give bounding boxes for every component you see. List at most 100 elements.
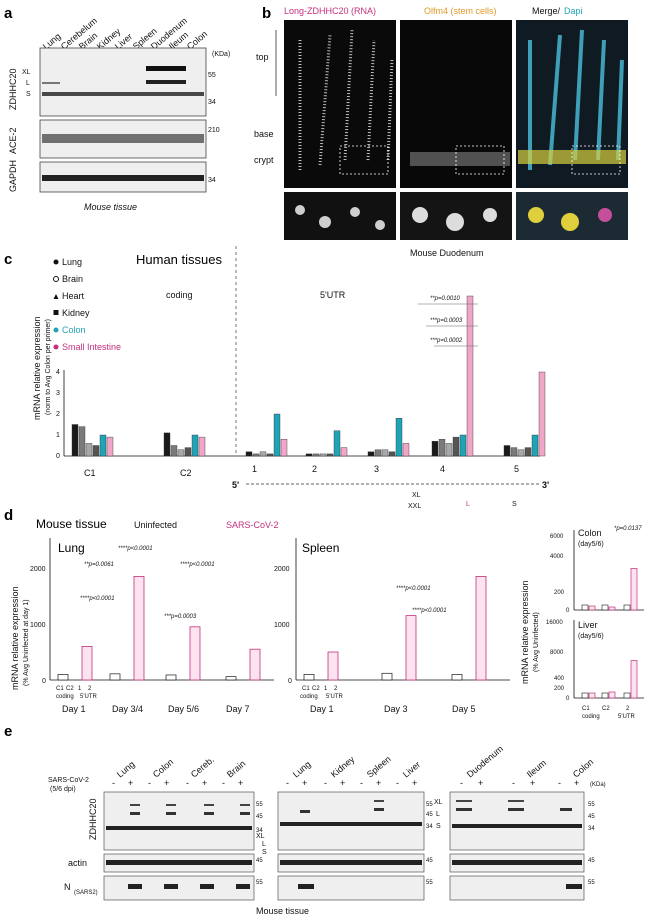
gapdh-band: [42, 175, 204, 181]
bar-brain-1: [252, 453, 260, 457]
lung-x-2: 2: [88, 686, 92, 692]
panel-c-bars: [71, 295, 546, 457]
bar-heart-3: [381, 449, 389, 457]
e1-minus-1: -: [112, 778, 115, 788]
d-ytick-1000: 1000: [30, 622, 46, 629]
c-group-2: 2: [312, 464, 317, 474]
c-group-5: 5: [514, 464, 519, 474]
blot3-n-band: [566, 884, 582, 889]
blot3-mw-34: 34: [588, 826, 595, 832]
region-5utr: 5'UTR: [320, 290, 346, 300]
right-ylabel-1: mRNA relative expression: [520, 580, 530, 684]
c-ytick-0: 0: [56, 453, 60, 460]
liver-tick-8000: 8000: [550, 650, 564, 656]
bar-colon-5: [531, 434, 539, 457]
bar-brain-3: [374, 449, 382, 457]
liver-label: Liver: [578, 620, 598, 630]
e2-plus-1: +: [302, 778, 307, 788]
bar-small-intestine-c2: [198, 436, 206, 457]
e1-plus-2: +: [164, 778, 169, 788]
spleen-day-labels: Day 1 Day 3 Day 5: [310, 704, 476, 714]
inset-box-2: [455, 145, 505, 175]
bar-colon-c2: [191, 434, 199, 457]
blot3-actin-band: [452, 860, 582, 865]
blot2-bands: [280, 800, 422, 826]
blot2-iso-xl: XL: [434, 799, 443, 806]
blot2-signs: - + - + - + - +: [286, 778, 417, 788]
panel-e-xlabel: Mouse tissue: [256, 906, 309, 916]
right-x-2: 2: [626, 706, 630, 712]
e3-minus-3: -: [558, 778, 561, 788]
legend-marker-si: [53, 344, 59, 350]
c-ytick-3: 3: [56, 390, 60, 397]
spleen-p-1: ****p<0.0001: [396, 586, 431, 592]
spleen-x-c1: C1: [302, 686, 310, 692]
blot1-n: [103, 875, 255, 901]
colon-tick-4000: 4000: [550, 554, 564, 560]
panel-b-title-1: Long-ZDHHC20 (RNA): [284, 6, 376, 16]
s-ytick-2000: 2000: [274, 566, 290, 573]
panel-d-ylabel-1: mRNA relative expression: [10, 586, 20, 690]
bar-uninfected-lung-day-3-4: [109, 673, 121, 681]
panel-c-pvals: **p=0.0010 ***p=0.0003 ***p=0.0002: [418, 296, 478, 347]
lung-day-7: Day 7: [226, 704, 250, 714]
lung-x-coding: coding: [56, 694, 74, 700]
e2-lung: Lung: [291, 759, 313, 780]
e3-minus-1: -: [460, 778, 463, 788]
bar-lung-c1: [71, 424, 79, 457]
bar-kidney-c2: [184, 447, 192, 457]
e3-plus-1: +: [478, 778, 483, 788]
bar-lung-1: [245, 451, 253, 457]
c-group-3: 3: [374, 464, 379, 474]
bar-heart-c1: [85, 443, 93, 457]
blot3-mw-55: 55: [588, 802, 595, 808]
e2-plus-4: +: [412, 778, 417, 788]
lung-day-56: Day 5/6: [168, 704, 199, 714]
spleen-day-1: Day 1: [310, 704, 334, 714]
bar-infected-lung-day-5-6: [189, 626, 201, 681]
blot3-mw-n: 55: [588, 880, 595, 886]
lung-p-4: ****p<0.0001: [180, 562, 215, 568]
blot1-zdhhc20: [103, 791, 255, 851]
e1-minus-2: -: [148, 778, 151, 788]
s-ytick-1000: 1000: [274, 622, 290, 629]
region-base: base: [254, 129, 274, 139]
right-xcats: C1 C2 2 coding 5'UTR: [582, 706, 635, 720]
bar-uninfected-lung-day-5-6: [165, 674, 177, 681]
liver-tick-16000: 16000: [546, 620, 563, 626]
blot2-mw-34: 34: [426, 824, 433, 830]
spleen-p-2: ****p<0.0001: [412, 608, 447, 614]
iso-xl-c: XL: [412, 492, 421, 499]
bar-heart-1: [259, 451, 267, 457]
bar-uninfected-spleen-day-3: [381, 672, 393, 681]
e2-minus-2: -: [324, 778, 327, 788]
bar-brain-4: [438, 439, 446, 457]
mw-34-gapdh: 34: [208, 177, 216, 184]
right-ylabel-2: (% Avg Uninfected): [533, 612, 540, 672]
bar-kidney-c1: [92, 445, 100, 457]
blot2-iso-l: L: [436, 811, 440, 818]
bar-infected-c2-liver: [608, 691, 616, 699]
bar-brain-c1: [78, 426, 86, 457]
iso-s-a: S: [26, 91, 31, 98]
d-ytick-2000: 2000: [30, 566, 46, 573]
e1-minus-4: -: [222, 778, 225, 788]
protein-ace2: ACE-2: [8, 127, 18, 154]
legend-colon: Colon: [62, 325, 86, 335]
legend-small-intestine: Small Intestine: [62, 342, 121, 352]
e2-minus-3: -: [360, 778, 363, 788]
mw-34-a: 34: [208, 99, 216, 106]
legend-marker-kidney: [53, 310, 59, 315]
bar-kidney-4: [452, 436, 460, 457]
bar-infected-lung-day-1: [81, 646, 93, 681]
e2-plus-2: +: [340, 778, 345, 788]
bar-small-intestine-2: [340, 447, 348, 457]
iso-xxl-c: XXL: [408, 503, 421, 510]
spleen-x-utr: 5'UTR: [326, 694, 343, 700]
e3-ileum: Ileum: [525, 758, 548, 780]
lung-day-labels: Day 1 Day 3/4 Day 5/6 Day 7: [62, 704, 250, 714]
blot3-mw-45: 45: [588, 814, 595, 820]
panel-d-title: Mouse tissue: [36, 517, 107, 531]
lung-x-c1: C1: [56, 686, 64, 692]
lung-x-c2: C2: [66, 686, 74, 692]
